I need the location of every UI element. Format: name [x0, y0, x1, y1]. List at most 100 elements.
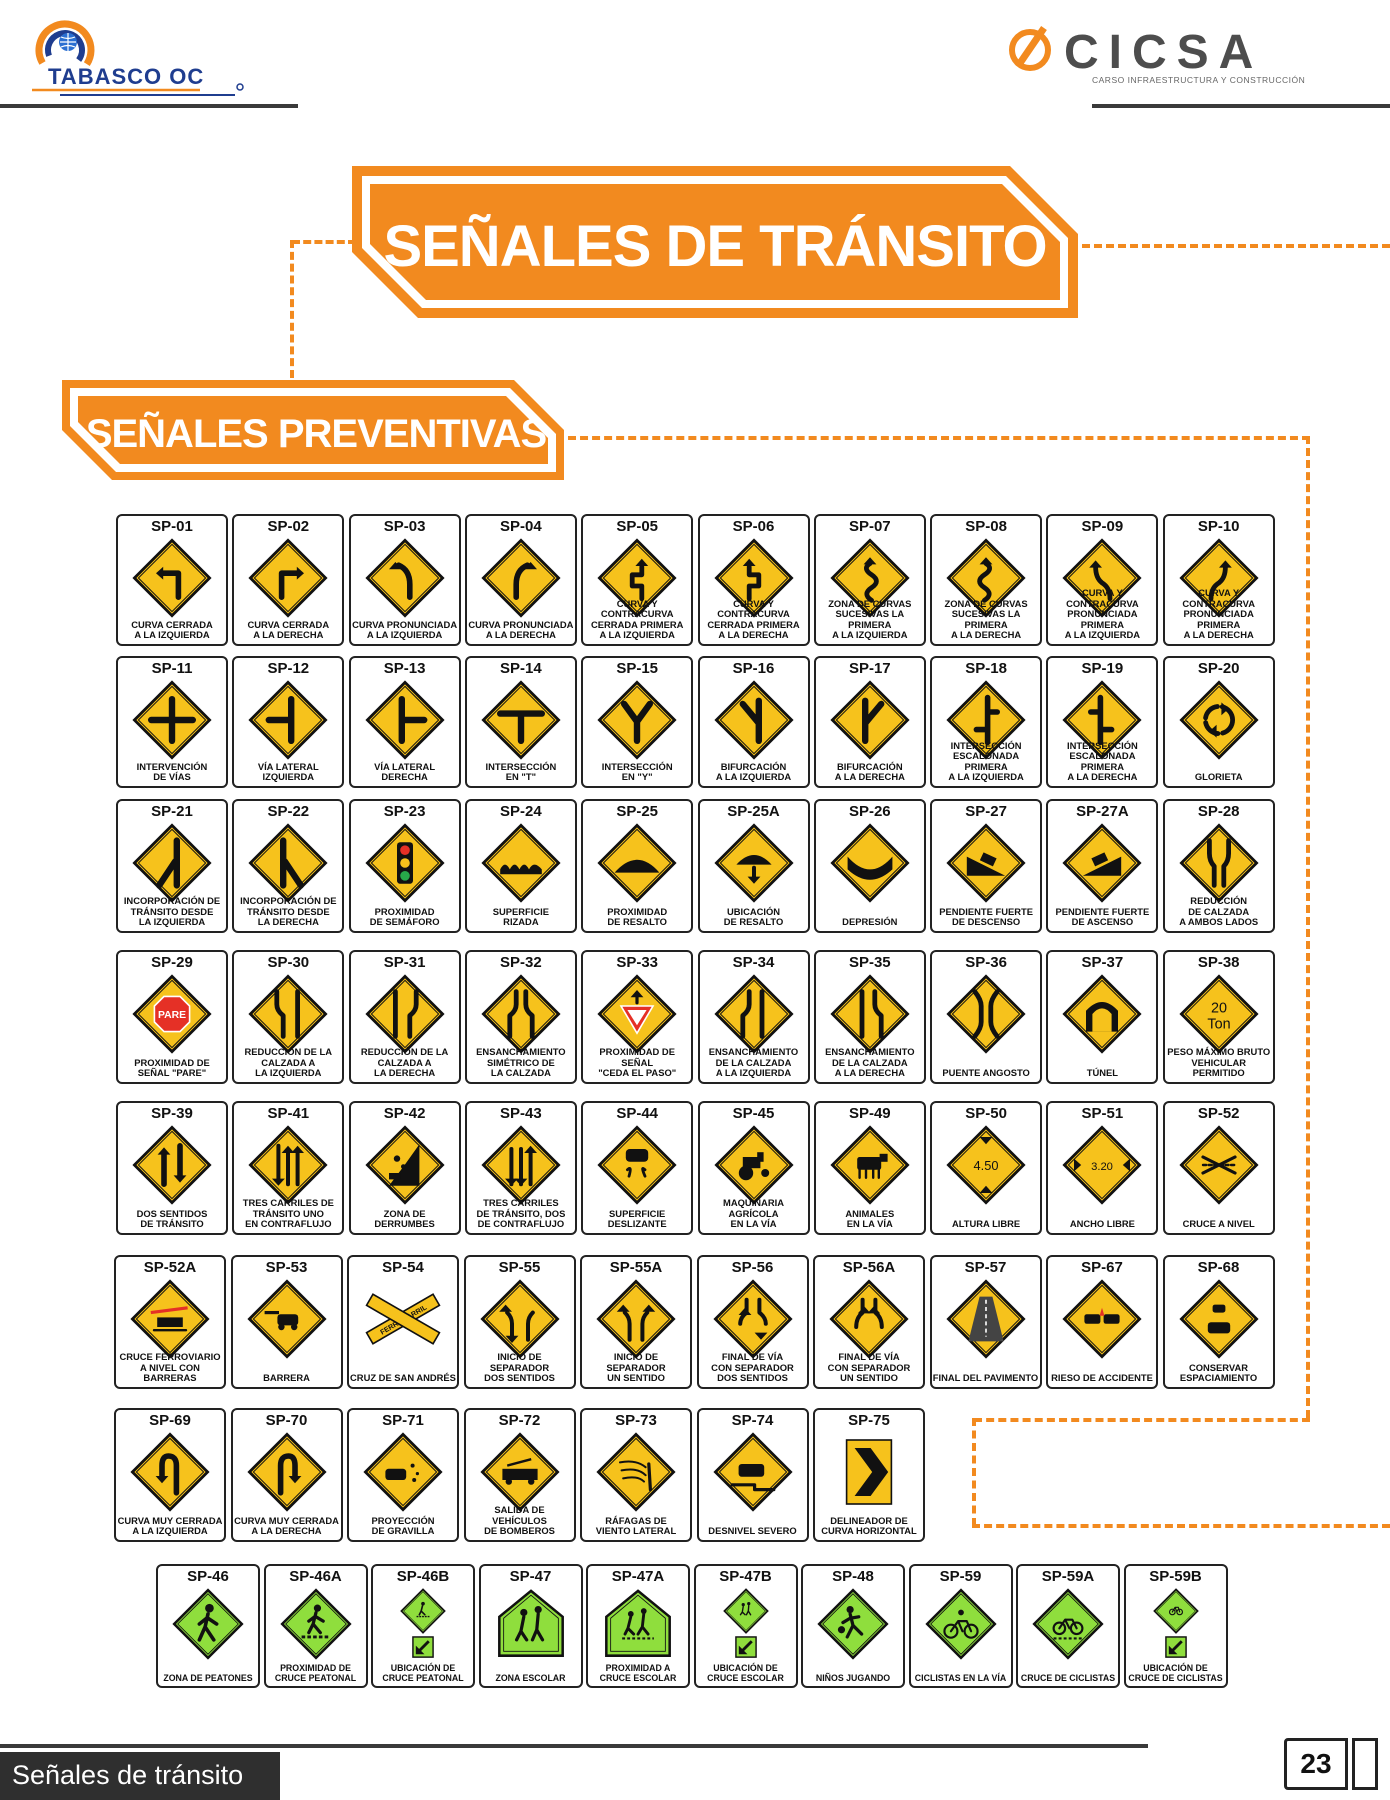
sign-code: SP-67 — [1081, 1259, 1123, 1276]
cicsa-logo-subtitle: CARSO INFRAESTRUCTURA Y CONSTRUCCIÓN — [1092, 75, 1305, 85]
sign-code: SP-04 — [500, 518, 542, 535]
sign-card-sp-02: SP-02 CURVA CERRADA A LA DERECHA — [232, 514, 345, 646]
merge-right-icon — [248, 823, 328, 903]
severe-drop-icon — [712, 1432, 793, 1512]
sign-code: SP-46A — [289, 1568, 342, 1585]
sign-code: SP-32 — [500, 954, 542, 971]
sign-card-sp-25: SP-25 PROXIMIDAD DE RESALTO — [581, 799, 694, 933]
divided-two-way-icon — [479, 1279, 560, 1359]
steep-descent-icon — [946, 823, 1026, 903]
sign-card-sp-30: SP-30 REDUCCIÓN DE LA CALZADA A LA IZQUIE… — [232, 950, 345, 1084]
sign-code: SP-23 — [383, 803, 426, 820]
u-turn-left-icon — [130, 1432, 210, 1512]
page-tab — [1352, 1738, 1378, 1790]
sign-caption: FINAL DE VÍA CON SEPARADOR UN SENTIDO — [827, 1351, 911, 1384]
sign-card-sp-32: SP-32 ENSANCHAMIENTO SIMÉTRICO DE LA CALZ… — [464, 950, 577, 1084]
sign-caption: ENSANCHAMIENTO SIMÉTRICO DE LA CALZADA — [476, 1046, 566, 1079]
sign-code: SP-28 — [1197, 803, 1240, 820]
sign-caption: SALIDA DE VEHÍCULOS DE BOMBEROS — [484, 1504, 555, 1537]
sign-card-sp-45: SP-45 MAQUINARIA AGRÍCOLA EN LA VÍA — [697, 1101, 810, 1235]
narrow-bridge-icon — [946, 974, 1026, 1054]
sign-caption: BARRERA — [263, 1372, 310, 1384]
sign-card-sp-73: SP-73 RÁFAGAS DE VIENTO LATERAL — [580, 1408, 692, 1542]
pedestrian-crossing-icon — [279, 1588, 352, 1660]
tabasco-oc-logo: TABASCO OC — [32, 20, 244, 96]
sign-card-sp-55a: SP-55A INICIO DE SEPARADOR UN SENTIDO — [580, 1255, 692, 1389]
school-zone-icon — [495, 1588, 567, 1660]
sign-code: SP-55 — [498, 1259, 541, 1276]
fork-left-icon — [713, 680, 794, 760]
page-number: 23 — [1284, 1738, 1348, 1790]
sign-code: SP-47A — [611, 1568, 665, 1585]
barrier-icon — [246, 1279, 327, 1359]
widen-right-icon — [830, 974, 910, 1054]
speed-bump-icon — [597, 823, 677, 903]
sign-card-sp-52: SP-52 CRUCE A NIVEL — [1162, 1101, 1275, 1235]
sign-card-sp-55: SP-55 INICIO DE SEPARADOR DOS SENTIDOS — [463, 1255, 576, 1389]
pedestrian-icon — [172, 1588, 244, 1660]
chevron-right-icon — [829, 1432, 909, 1512]
school-crossing-icon — [602, 1588, 674, 1660]
sign-card-sp-47b: SP-47B UBICACIÓN DE CRUCE ESCOLAR — [693, 1564, 798, 1688]
sign-card-sp-46b: SP-46B UBICACIÓN DE CRUCE PEATONAL — [371, 1564, 475, 1688]
sign-caption: INTERSECCIÓN ESCALONADA PRIMERA A LA IZQ… — [948, 739, 1024, 783]
sign-card-sp-51: SP-51 3.20 ANCHO LIBRE — [1046, 1101, 1159, 1235]
footer-rule — [0, 1744, 1148, 1748]
sign-code: SP-49 — [848, 1105, 891, 1122]
sign-caption: ZONA DE CURVAS SUCESIVAS LA PRIMERA A LA… — [828, 597, 912, 641]
sign-caption: UBICACIÓN DE CRUCE ESCOLAR — [707, 1663, 784, 1683]
tunnel-icon — [1062, 974, 1142, 1054]
sign-card-sp-57: SP-57 FINAL DEL PAVIMENTO — [929, 1255, 1042, 1389]
bicycle-crossing-location-icon — [1140, 1588, 1212, 1660]
sign-code: SP-55A — [609, 1259, 663, 1276]
narrow-right-icon — [365, 974, 445, 1054]
sign-code: SP-20 — [1197, 660, 1240, 677]
staggered-right-icon — [1062, 680, 1142, 760]
staggered-left-icon — [946, 680, 1026, 760]
sign-code: SP-10 — [1197, 518, 1240, 535]
sign-card-sp-59: SP-59 CICLISTAS EN LA VÍA — [908, 1564, 1013, 1688]
sign-code: SP-52A — [143, 1259, 197, 1276]
sign-code: SP-71 — [382, 1412, 424, 1429]
sign-card-sp-24: SP-24 SUPERFICIE RIZADA — [464, 799, 577, 933]
sign-caption: ZONA DE DERRUMBES — [374, 1207, 435, 1230]
sign-caption: PUENTE ANGOSTO — [942, 1067, 1030, 1079]
sign-card-sp-10: SP-10 CURVA Y CONTRACURVA PRONUNCIADA PRI… — [1162, 514, 1275, 646]
sign-caption: VÍA LATERAL DERECHA — [374, 760, 436, 783]
sign-code: SP-27A — [1076, 803, 1129, 820]
sign-card-sp-75: SP-75 DELINEADOR DE CURVA HORIZONTAL — [813, 1408, 925, 1542]
sign-caption: ZONA DE PEATONES — [163, 1673, 253, 1683]
falling-rocks-icon — [365, 1125, 445, 1205]
sign-code: SP-27 — [965, 803, 1007, 820]
sign-card-sp-46a: SP-46A PROXIMIDAD DE CRUCE PEATONAL — [263, 1564, 368, 1688]
sign-caption: PROXIMIDAD DE SEMÁFORO — [369, 905, 440, 928]
sign-card-sp-47: SP-47 ZONA ESCOLAR — [478, 1564, 583, 1688]
three-lanes-two-icon — [481, 1125, 561, 1205]
sign-caption: ZONA ESCOLAR — [495, 1673, 566, 1683]
sign-caption: PROXIMIDAD DE SEÑAL "CEDA EL PASO" — [598, 1046, 677, 1079]
tractor-icon — [713, 1125, 794, 1205]
reverse-curve-right-icon — [713, 538, 794, 618]
divided-one-way-icon — [596, 1279, 676, 1359]
connector-lower-down — [972, 1418, 976, 1526]
sign-code: SP-57 — [964, 1259, 1007, 1276]
cicsa-logo: CICSA CARSO INFRAESTRUCTURA Y CONSTRUCCI… — [1009, 26, 1305, 85]
tabasco-logo-text: TABASCO OC — [48, 64, 204, 89]
sign-card-sp-41: SP-41 TRES CARRILES DE TRÁNSITO UNO EN CO… — [232, 1101, 345, 1235]
fire-truck-icon — [479, 1432, 560, 1512]
sign-code: SP-45 — [732, 1105, 775, 1122]
sign-code: SP-31 — [383, 954, 426, 971]
slippery-road-icon — [597, 1125, 677, 1205]
sign-card-sp-28: SP-28 REDUCCIÓN DE CALZADA A AMBOS LADOS — [1162, 799, 1275, 933]
winding-road-left-icon — [830, 538, 910, 618]
sign-caption: PESO MÁXIMO BRUTO VEHICULAR PERMITIDO — [1167, 1046, 1271, 1079]
sign-card-sp-52a: SP-52A CRUCE FERROVIARIO A NIVEL CON BARR… — [114, 1255, 226, 1389]
speed-bump-location-icon — [713, 823, 794, 903]
school-crossing-location-icon — [710, 1588, 782, 1660]
sign-code: SP-46 — [187, 1568, 229, 1585]
sign-caption: INCORPORACIÓN DE TRÁNSITO DESDE LA DEREC… — [240, 895, 337, 928]
sign-code: SP-68 — [1197, 1259, 1240, 1276]
sign-card-sp-39: SP-39 DOS SENTIDOS DE TRÁNSITO — [116, 1101, 228, 1235]
sign-card-sp-56: SP-56 FINAL DE VÍA CON SEPARADOR DOS SENT… — [696, 1255, 809, 1389]
sign-code: SP-15 — [616, 660, 659, 677]
